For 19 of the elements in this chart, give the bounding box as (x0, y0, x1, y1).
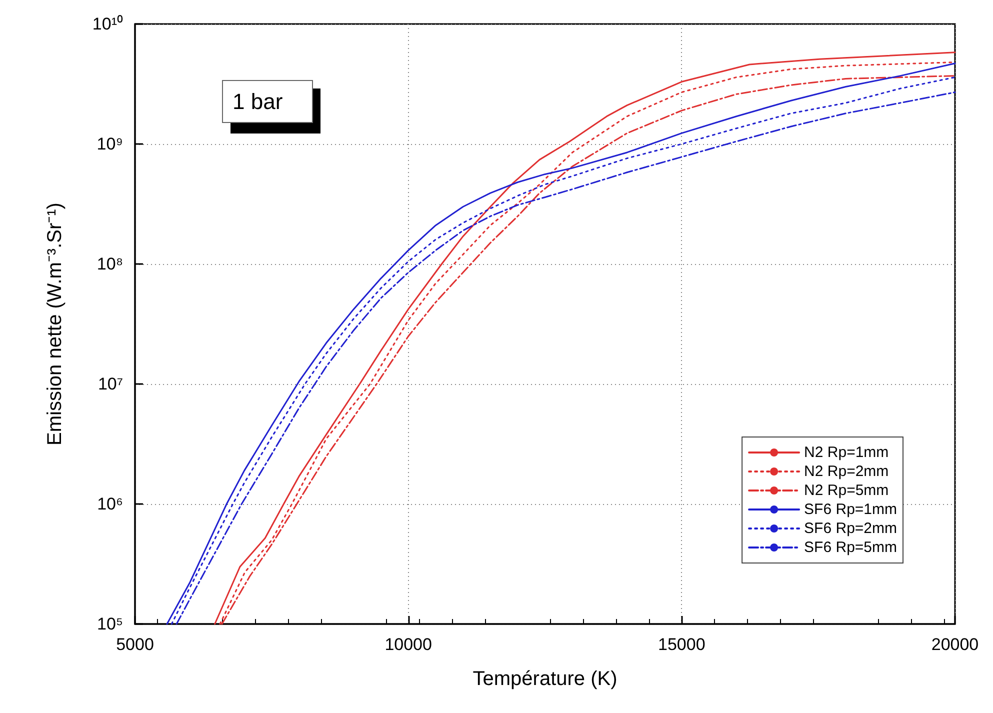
legend-label: N2 Rp=1mm (804, 444, 889, 461)
legend-label: N2 Rp=2mm (804, 463, 889, 480)
y-tick-label: 10⁸ (96, 254, 123, 274)
y-tick-label: 10⁹ (96, 134, 123, 154)
x-tick-label: 5000 (116, 635, 154, 654)
y-tick-label: 10⁷ (98, 374, 123, 394)
y-tick-label: 10⁵ (97, 614, 123, 634)
legend-label: SF6 Rp=2mm (804, 520, 898, 537)
x-tick-label: 20000 (931, 635, 979, 654)
x-tick-label: 10000 (384, 635, 432, 654)
y-tick-label: 10⁶ (97, 494, 123, 514)
y-axis-title: Emission nette (W.m⁻³.Sr⁻¹) (44, 202, 66, 446)
legend-label: SF6 Rp=1mm (804, 501, 898, 518)
legend-label: N2 Rp=5mm (804, 482, 889, 499)
x-axis-title: Température (K) (472, 668, 618, 690)
annotation: 1 bar (232, 89, 283, 114)
legend-label: SF6 Rp=5mm (804, 539, 898, 556)
y-tick-label: 10¹⁰ (92, 14, 123, 34)
x-tick-label: 15000 (658, 635, 706, 654)
